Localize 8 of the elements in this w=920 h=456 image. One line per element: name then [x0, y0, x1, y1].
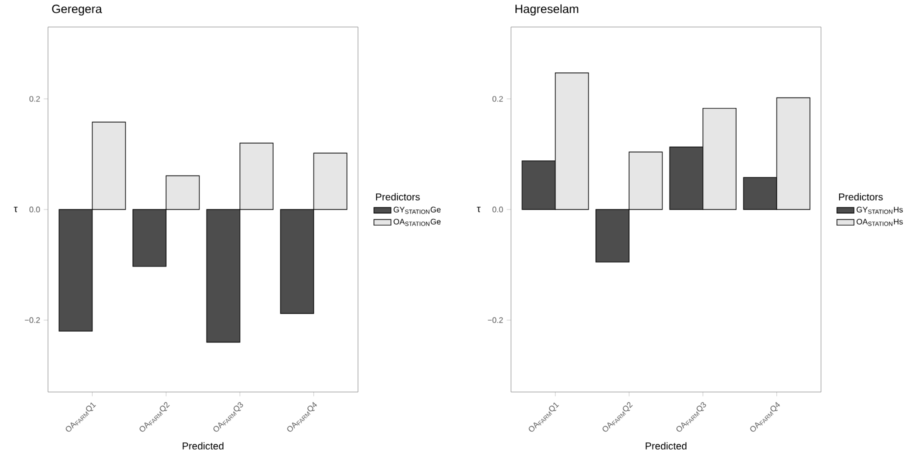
y-axis-title: τ: [14, 206, 18, 212]
chart-title: Hagreselam: [516, 4, 578, 16]
legend-title: Predictors: [376, 193, 420, 200]
x-axis-title: Predicted: [646, 442, 686, 450]
x-axis-title: Predicted: [182, 442, 224, 450]
chart-title: Geregera: [52, 4, 102, 16]
legend-title: Predictors: [839, 193, 883, 200]
y-axis-title: τ: [476, 206, 481, 212]
